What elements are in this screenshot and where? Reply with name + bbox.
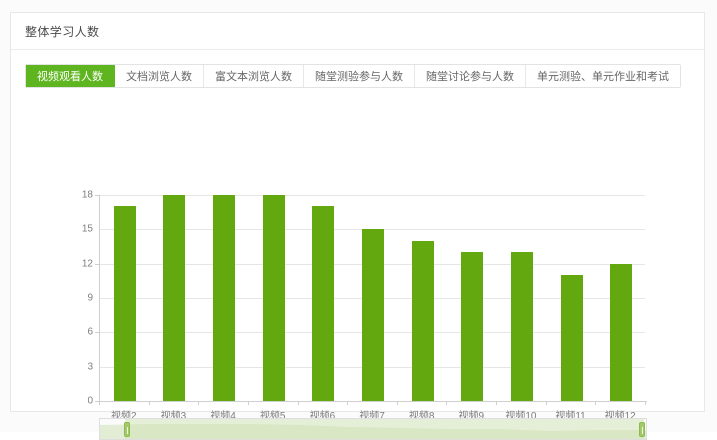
x-tick-8	[496, 401, 498, 405]
x-tick-5	[347, 401, 349, 405]
gridline-18	[99, 195, 645, 196]
tab-group: 视频观看人数 文档浏览人数 富文本浏览人数 随堂测验参与人数 随堂讨论参与人数 单元测验、…	[25, 64, 681, 88]
bar-column-0[interactable]	[100, 195, 150, 401]
y-tick-mark-18	[95, 195, 99, 196]
x-tick-label-1: 视频3	[160, 411, 187, 422]
tab-0[interactable]: 视频观看人数	[26, 65, 115, 87]
x-axis-line	[99, 401, 647, 402]
bar-column-1[interactable]	[150, 195, 200, 401]
bar-column-4[interactable]	[299, 195, 349, 401]
y-axis-labels: 0 3 6 9 12 15 18	[63, 94, 93, 410]
x-tick-label-0: 视频2	[111, 411, 137, 422]
y-tick-label-18: 18	[81, 189, 93, 201]
x-tick-label-9: 视频11	[555, 411, 586, 422]
x-tick-1	[148, 401, 150, 405]
bar-2[interactable]	[213, 195, 236, 401]
bar-6[interactable]	[411, 240, 434, 401]
x-tick-10	[595, 401, 597, 405]
bar-1[interactable]	[163, 195, 186, 401]
bar-chart: 0 3 6 9 12 15 18 视频2 视频3 视频4 视频5 视频6 视频7 视频8 视频9 视频10 视…	[11, 94, 704, 422]
x-tick-3	[247, 401, 249, 405]
bar-3[interactable]	[262, 195, 285, 401]
y-tick-mark-0	[95, 401, 99, 402]
page-title: 整体学习人数	[25, 24, 100, 39]
bar-column-5[interactable]	[348, 195, 398, 401]
y-tick-mark-6	[95, 332, 99, 334]
x-tick-label-2: 视频4	[210, 411, 236, 422]
tab-2[interactable]: 富文本浏览人数	[204, 65, 304, 87]
bar-4[interactable]	[312, 206, 335, 401]
stats-card: 整体学习人数 视频观看人数 文档浏览人数 富文本浏览人数 随堂测验参与人数 随堂讨论参与…	[10, 12, 705, 440]
datazoom-preview-series	[100, 424, 646, 439]
tab-3[interactable]: 随堂测验参与人数	[304, 65, 415, 87]
x-tick-0	[99, 401, 100, 405]
x-tick-label-4: 视频6	[309, 411, 336, 422]
card-header: 整体学习人数	[11, 13, 704, 50]
bar-column-7[interactable]	[447, 195, 497, 401]
bar-8[interactable]	[510, 252, 533, 401]
y-tick-label-9: 9	[87, 292, 93, 304]
x-tick-label-5: 视频7	[359, 411, 385, 422]
bar-column-9[interactable]	[547, 195, 597, 401]
bar-column-6[interactable]	[398, 195, 448, 401]
handle-grip-icon	[642, 427, 643, 434]
tab-1[interactable]: 文档浏览人数	[115, 65, 204, 87]
slider-left-handle[interactable]	[124, 422, 130, 437]
x-tick-7	[446, 401, 448, 405]
slider-right-handle[interactable]	[639, 422, 645, 437]
bar-10[interactable]	[610, 263, 633, 401]
x-tick-2	[198, 401, 200, 405]
y-tick-mark-12	[95, 263, 99, 265]
x-tick-label-8: 视频10	[505, 411, 537, 422]
x-tick-end	[645, 401, 646, 405]
x-tick-6	[396, 401, 398, 405]
x-tick-9	[545, 401, 547, 405]
bar-0[interactable]	[113, 206, 136, 401]
x-tick-4	[297, 401, 299, 405]
y-tick-label-0: 0	[87, 395, 93, 407]
x-tick-label-7: 视频9	[458, 411, 485, 422]
bar-5[interactable]	[361, 229, 384, 401]
x-tick-label-3: 视频5	[259, 411, 286, 422]
bar-series	[100, 195, 646, 401]
bar-column-8[interactable]	[497, 195, 547, 401]
tab-5[interactable]: 单元测验、单元作业和考试	[526, 65, 680, 87]
y-tick-label-3: 3	[87, 361, 93, 373]
bar-column-2[interactable]	[199, 195, 249, 401]
card-body: 视频观看人数 文档浏览人数 富文本浏览人数 随堂测验参与人数 随堂讨论参与人数 单元测验、…	[11, 50, 704, 440]
handle-grip-icon	[127, 427, 128, 434]
tab-4[interactable]: 随堂讨论参与人数	[415, 65, 526, 87]
bar-column-3[interactable]	[249, 195, 299, 401]
bar-9[interactable]	[560, 275, 583, 401]
y-tick-label-15: 15	[81, 223, 93, 235]
datazoom-slider[interactable]	[99, 418, 647, 440]
y-tick-label-12: 12	[81, 258, 93, 270]
bar-column-10[interactable]	[596, 195, 646, 401]
x-tick-label-6: 视频8	[408, 411, 435, 422]
y-tick-label-6: 6	[87, 326, 93, 338]
y-axis-line	[99, 195, 100, 402]
x-tick-label-10: 视频12	[604, 411, 636, 422]
bar-7[interactable]	[461, 252, 484, 401]
